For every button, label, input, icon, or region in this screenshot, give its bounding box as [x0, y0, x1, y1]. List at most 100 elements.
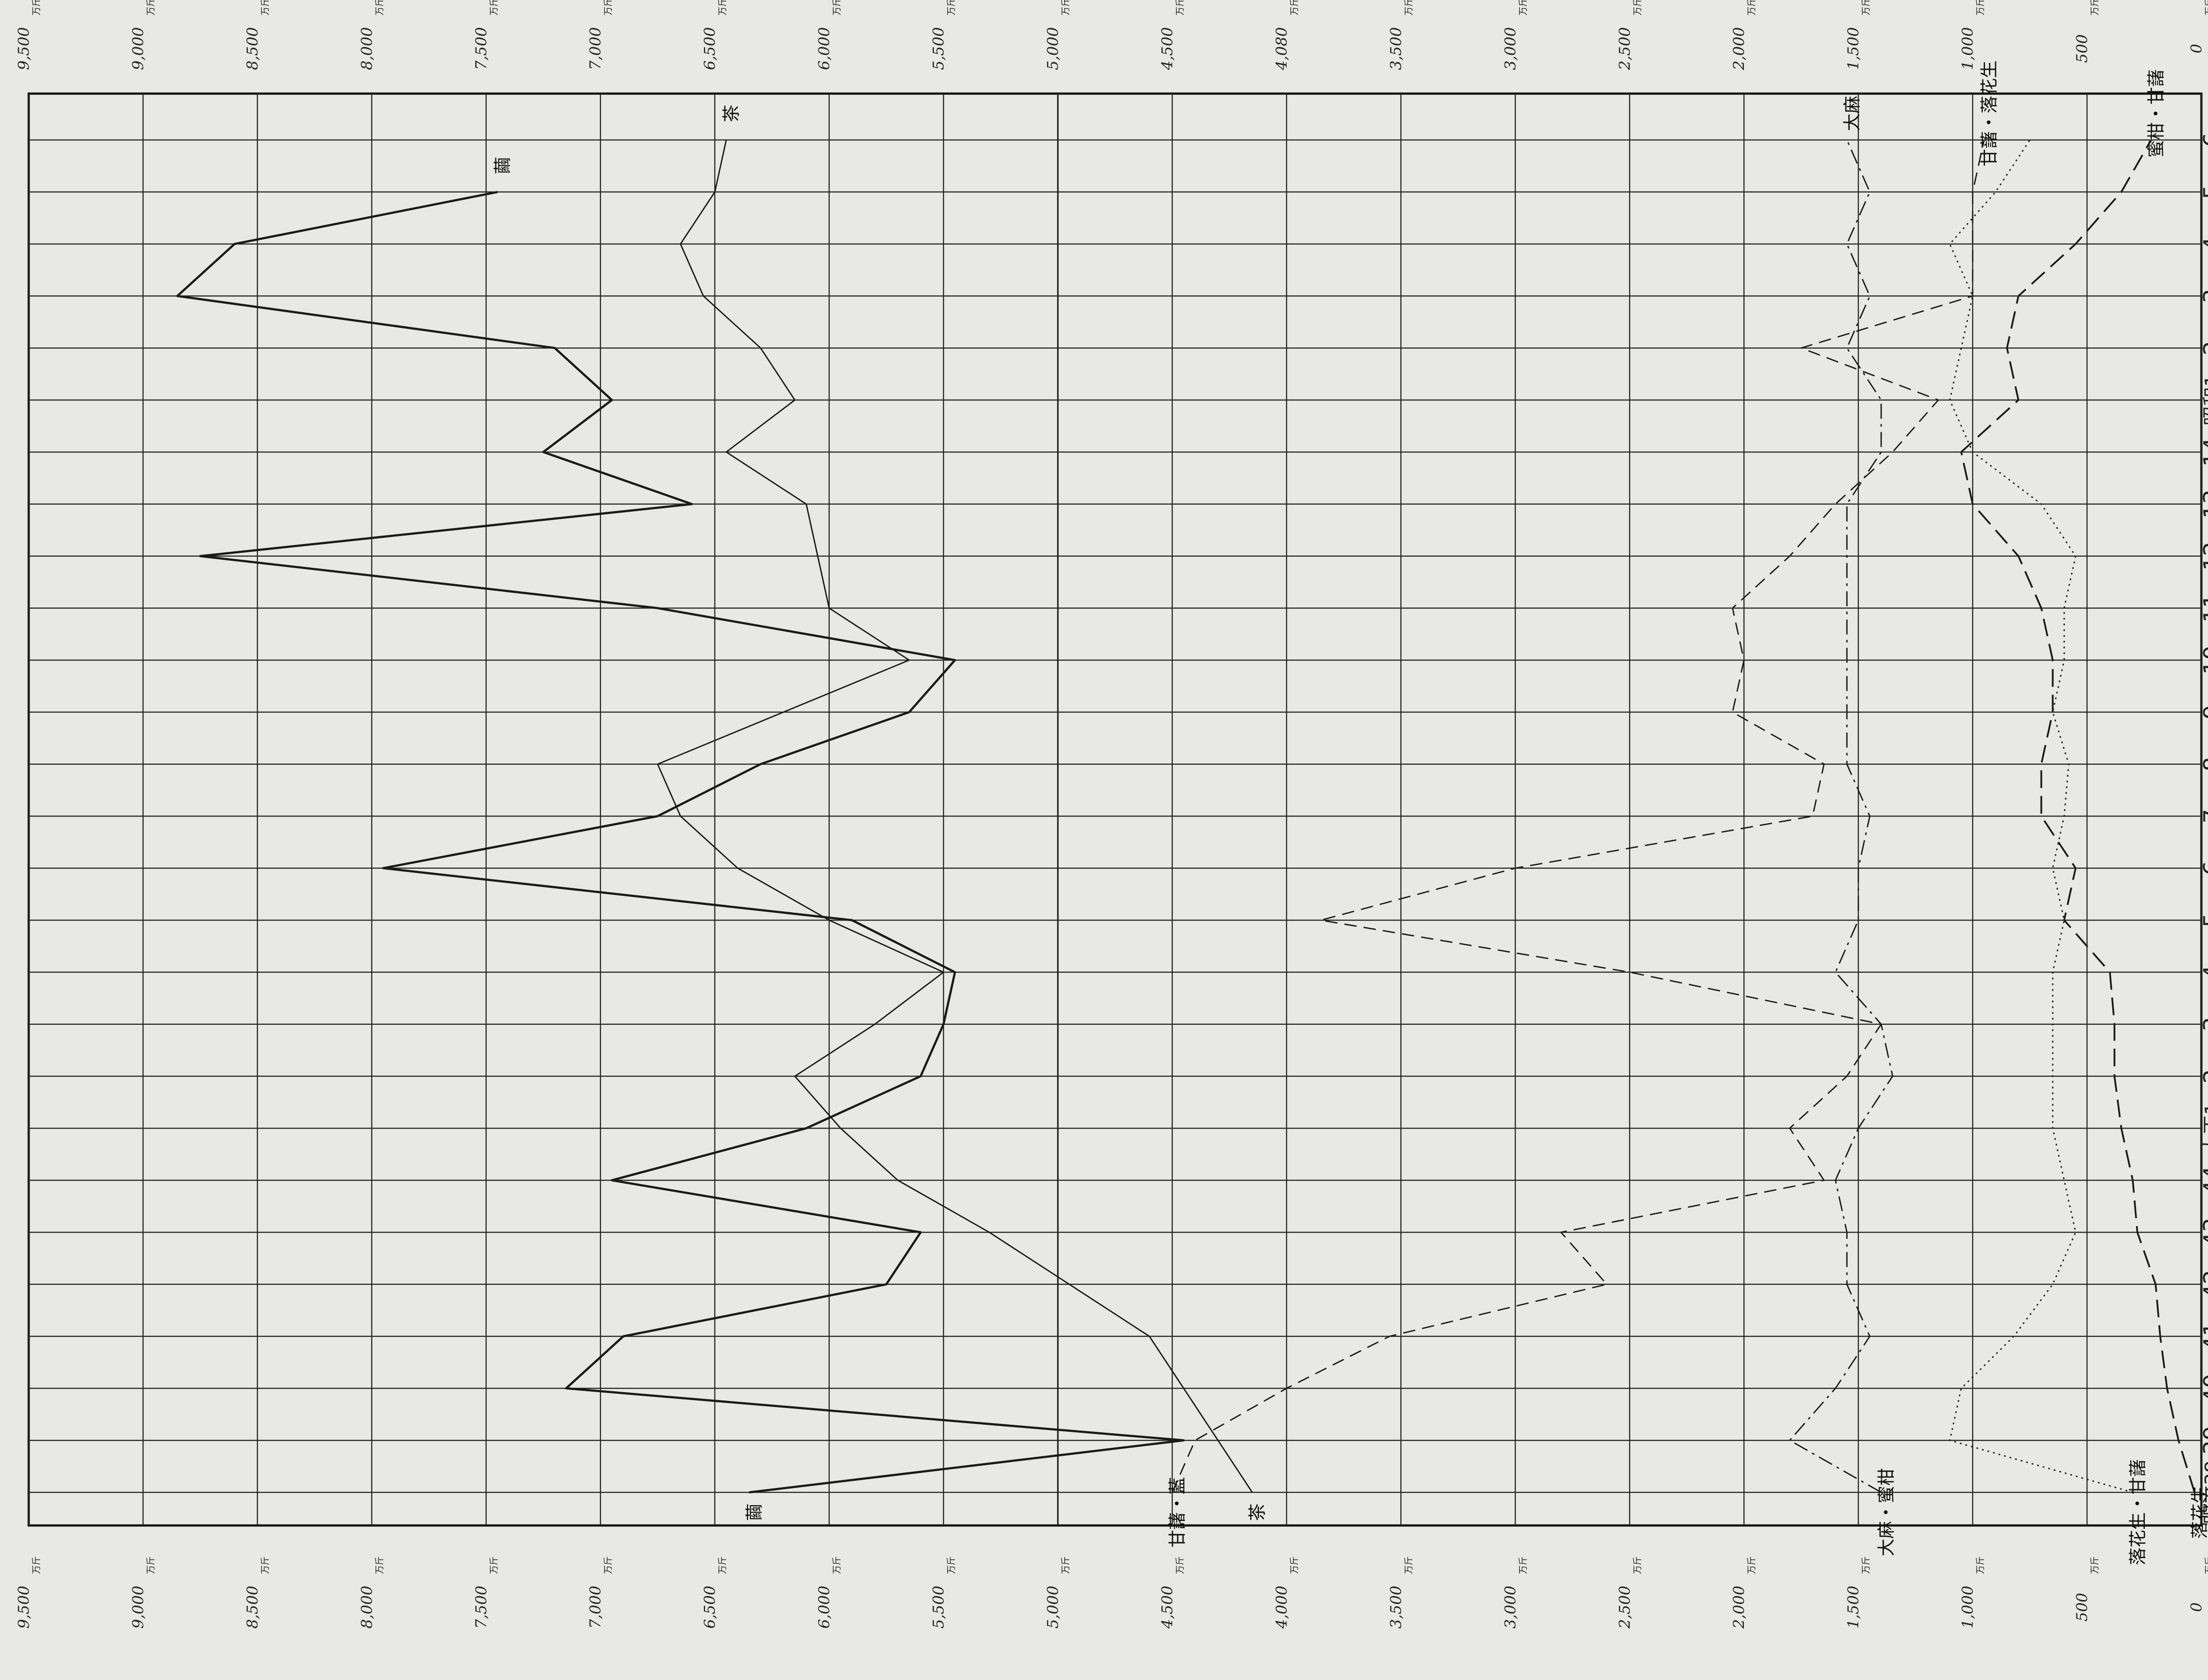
bottom-axis-tick-unit: 万斤 — [717, 1556, 728, 1574]
series-label-end: 茶 — [722, 105, 742, 122]
top-axis-tick-label: 0 — [2188, 44, 2205, 53]
category-label: 大正1 — [2201, 1102, 2208, 1154]
top-axis-tick-label: 9,500 — [15, 27, 33, 70]
bottom-axis-tick-unit: 万斤 — [1746, 1556, 1757, 1574]
bottom-axis-tick-label: 1,500 — [1845, 1586, 1862, 1628]
bottom-axis-tick-label: 2,000 — [1730, 1586, 1748, 1629]
series-line-4 — [1949, 140, 2133, 1493]
category-label: 3 — [2199, 1017, 2208, 1031]
top-axis-tick-label: 8,500 — [244, 27, 261, 70]
category-label: 5 — [2199, 913, 2208, 928]
top-axis-tick-unit: 万斤 — [2089, 0, 2100, 15]
category-label: 6 — [2199, 132, 2208, 147]
bottom-axis-tick-label: 3,500 — [1387, 1586, 1405, 1628]
series-label-end: 大麻 — [1842, 96, 1862, 131]
series-label-start: 茶 — [1248, 1503, 1268, 1521]
category-label: 13 — [2199, 490, 2208, 519]
bottom-axis-tick-unit: 万斤 — [1289, 1556, 1299, 1574]
bottom-axis-tick-unit: 万斤 — [1060, 1556, 1071, 1574]
bottom-axis-tick-unit: 万斤 — [145, 1556, 156, 1574]
bottom-axis-tick-label: 500 — [2073, 1593, 2091, 1622]
category-label: 8 — [2199, 757, 2208, 771]
top-axis-tick-label: 1,500 — [1845, 27, 1862, 70]
category-label: 明治38 — [2201, 1461, 2208, 1524]
top-axis-tick-unit: 万斤 — [1632, 0, 1642, 15]
category-label: 42 — [2199, 1270, 2208, 1299]
top-axis-tick-label: 4,500 — [1158, 27, 1176, 70]
bottom-axis-tick-unit: 万斤 — [1975, 1556, 1985, 1574]
bottom-axis-tick-label: 8,500 — [244, 1586, 261, 1628]
category-label: 12 — [2199, 541, 2208, 570]
bottom-axis-tick-unit: 万斤 — [260, 1556, 270, 1574]
category-label: 10 — [2199, 646, 2208, 675]
category-label: 4 — [2199, 237, 2208, 251]
category-label: 2 — [2199, 1069, 2208, 1084]
bottom-axis-tick-unit: 万斤 — [2204, 1556, 2208, 1574]
category-label: 41 — [2199, 1321, 2208, 1351]
series-label-end: 蜜柑・甘藷 — [2146, 69, 2166, 158]
series-line-5 — [1960, 140, 2196, 1493]
top-axis-tick-label: 500 — [2073, 34, 2091, 63]
category-label: 昭和1 — [2201, 374, 2208, 426]
category-label: 40 — [2199, 1374, 2208, 1403]
top-axis-tick-label: 1,000 — [1959, 27, 1977, 70]
category-label: 44 — [2199, 1166, 2208, 1195]
bottom-axis-tick-label: 2,500 — [1616, 1586, 1633, 1629]
series-layer — [176, 140, 2196, 1494]
series-line-1 — [657, 140, 1253, 1493]
tick-labels: 9,500 万斤 9,000 万斤 8,500 万斤 8,000 万斤 7,500 万斤 7,000… — [15, 0, 2208, 1629]
top-axis-tick-label: 9,000 — [129, 27, 147, 70]
series-label-start: 繭 — [744, 1503, 764, 1521]
category-label: 39 — [2199, 1426, 2208, 1455]
top-axis-tick-label: 2,500 — [1616, 27, 1633, 70]
top-axis-tick-unit: 万斤 — [1060, 0, 1071, 15]
bottom-axis-tick-label: 5,500 — [930, 1586, 948, 1628]
bottom-axis-tick-label: 5,000 — [1044, 1586, 1062, 1628]
top-axis-tick-unit: 万斤 — [1289, 0, 1299, 15]
series-label-start: 落花生・甘藷 — [2128, 1459, 2148, 1565]
bottom-axis-tick-unit: 万斤 — [2089, 1556, 2100, 1574]
bottom-axis-tick-unit: 万斤 — [31, 1556, 42, 1574]
top-axis-tick-label: 2,000 — [1730, 27, 1748, 70]
top-axis-tick-label: 8,000 — [358, 27, 376, 70]
bottom-axis-tick-label: 1,000 — [1959, 1586, 1977, 1628]
bottom-axis-tick-unit: 万斤 — [374, 1556, 385, 1574]
top-axis-tick-label: 5,000 — [1044, 27, 1062, 70]
bottom-axis-tick-unit: 万斤 — [1403, 1556, 1414, 1574]
bottom-axis-tick-label: 4,000 — [1273, 1586, 1290, 1629]
series-label-start: 大麻・蜜柑 — [1876, 1468, 1897, 1556]
series-line-2 — [1172, 140, 1985, 1493]
top-axis-tick-unit: 万斤 — [1860, 0, 1871, 15]
series-label-end: 甘藷・落花生 — [1979, 60, 2000, 166]
bottom-axis-tick-unit: 万斤 — [832, 1556, 842, 1574]
top-axis-tick-unit: 万斤 — [260, 0, 270, 15]
top-axis-tick-label: 4,080 — [1273, 27, 1290, 70]
bottom-axis-tick-unit: 万斤 — [1174, 1556, 1185, 1574]
bottom-axis-tick-unit: 万斤 — [1517, 1556, 1528, 1574]
top-axis-tick-unit: 万斤 — [2204, 0, 2208, 15]
top-axis-tick-unit: 万斤 — [1403, 0, 1414, 15]
bottom-axis-tick-unit: 万斤 — [488, 1556, 499, 1574]
plot-frame — [27, 92, 2203, 1527]
category-label: 2 — [2199, 341, 2208, 355]
category-label: 4 — [2199, 965, 2208, 979]
bottom-axis-tick-label: 6,500 — [701, 1586, 719, 1628]
top-axis-tick-label: 6,500 — [701, 27, 719, 70]
bottom-axis-tick-label: 7,000 — [587, 1586, 605, 1628]
top-axis-tick-unit: 万斤 — [1746, 0, 1757, 15]
top-axis-tick-unit: 万斤 — [946, 0, 957, 15]
top-axis-tick-unit: 万斤 — [1174, 0, 1185, 15]
series-label-start: 落花生 — [2189, 1486, 2208, 1539]
top-axis-tick-label: 3,500 — [1387, 27, 1405, 70]
category-label: 43 — [2199, 1218, 2208, 1247]
top-axis-tick-unit: 万斤 — [488, 0, 499, 15]
bottom-axis-tick-unit: 万斤 — [946, 1556, 957, 1574]
top-axis-tick-label: 7,000 — [587, 27, 605, 70]
category-label: 6 — [2199, 861, 2208, 876]
top-axis-tick-unit: 万斤 — [31, 0, 42, 15]
top-axis-tick-label: 6,000 — [816, 27, 833, 70]
top-axis-tick-unit: 万斤 — [603, 0, 613, 15]
category-label: 9 — [2199, 705, 2208, 719]
